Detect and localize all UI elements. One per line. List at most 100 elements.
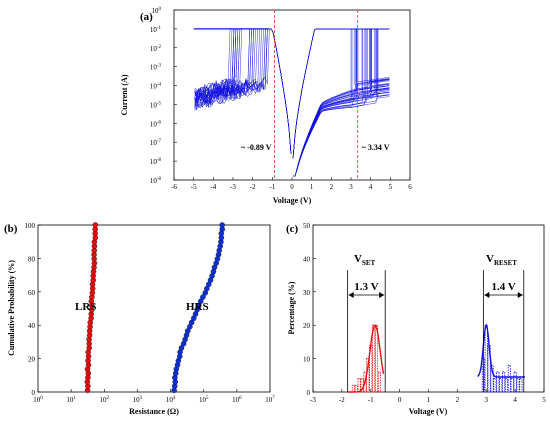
panel-a-xtick-label: -6 (171, 183, 177, 191)
panel-b-lrs-label: LRS (75, 301, 96, 313)
panel-a-curve (194, 28, 292, 155)
panel-c-ytick-label: 10 (303, 356, 311, 364)
panel-a-curve (293, 92, 390, 177)
panel-a-label: (a) (140, 11, 153, 23)
panel-c-vreset-label: VRESET (486, 253, 517, 267)
panel-b-xtick-label: 105 (199, 396, 209, 404)
panel-b-xtick-label: 104 (166, 396, 176, 404)
panel-a-xlabel: Voltage (V) (273, 196, 312, 205)
panel-c-fits (347, 323, 525, 393)
panel-c-ytick-label: 30 (303, 289, 311, 297)
panel-c-annotations: 1.3 V 1.4 V (347, 270, 525, 392)
panel-c-bar (513, 371, 517, 393)
panel-a-curve (293, 85, 390, 177)
panel-a-curve (293, 83, 390, 177)
panel-c-bar (519, 378, 523, 393)
panel-a-xtick-label: 6 (408, 183, 412, 191)
panel-b-xtick-label: 101 (66, 396, 76, 404)
panel-c-xtick-label: 5 (542, 396, 546, 404)
panel-b-hrs-label: HRS (186, 301, 209, 313)
panel-b-point (200, 294, 206, 300)
panel-c-width-label: 1.4 V (491, 281, 515, 293)
panel-c-bar (502, 371, 506, 393)
panel-b-ytick-label: 0 (32, 389, 36, 397)
panel-a-curve (293, 83, 390, 177)
panel-c-xtick-label: 1 (427, 396, 431, 404)
panel-c-bars (351, 324, 523, 393)
panel-b-xtick-label: 102 (100, 396, 110, 404)
panel-c-fit-curve (477, 323, 525, 378)
panel-a-curve (293, 85, 390, 177)
panel-c-label: (c) (286, 223, 299, 235)
panel-c-width-label: 1.3 V (354, 281, 378, 293)
panel-a-ytick-label: 10-8 (150, 158, 162, 166)
panel-b-ytick-label: 40 (28, 322, 36, 330)
panel-a-curve (293, 87, 390, 177)
panel-a-marker-label: ~ 3.34 V (362, 143, 390, 152)
panel-a-ylabel: Current (A) (120, 74, 129, 115)
panel-a-curve (293, 89, 390, 177)
panel-a-xtick-label: 2 (330, 183, 334, 191)
panel-b-xtick-label: 106 (232, 396, 242, 404)
panel-c-bar (377, 371, 381, 393)
panel-a-ytick-label: 10-7 (150, 139, 162, 147)
panel-a-curves (193, 28, 390, 177)
panel-c-bar (484, 324, 488, 393)
panel-a-curve (293, 80, 390, 177)
panel-a-xtick-label: 3 (349, 183, 353, 191)
panel-b-xlabel: Resistance (Ω) (129, 407, 179, 416)
panel-b-point (92, 222, 99, 228)
panel-b-xtick-label: 103 (133, 396, 143, 404)
panel-c-arrowhead-left (484, 292, 490, 298)
panel-a-curve (293, 79, 390, 177)
panel-a-curve (293, 83, 390, 177)
panel-a-ytick-label: 10-8 (150, 177, 162, 185)
panel-b-ytick-label: 80 (28, 255, 36, 263)
panel-c-ylabel: Percentage (%) (287, 281, 296, 334)
panel-c-bar (366, 358, 370, 393)
panel-a-xtick-label: -2 (250, 183, 256, 191)
panel-a-xtick-label: 1 (310, 183, 314, 191)
panel-c-arrowhead-right (379, 292, 385, 298)
panel-c-bar (490, 364, 494, 393)
panel-c-ytick-label: 50 (303, 222, 311, 230)
panel-a-xtick-label: -1 (269, 183, 275, 191)
panel-c-arrowhead-right (517, 292, 523, 298)
panel-c-arrowhead-left (348, 292, 354, 298)
panel-a-xtick-label: 0 (290, 183, 294, 191)
panel-a-ytick-label: 10-1 (150, 26, 162, 34)
panel-c-xtick-label: -2 (339, 396, 345, 404)
panel-a-marker-label: ~ -0.89 V (241, 143, 272, 152)
panel-a-ytick-label: 10-5 (150, 101, 162, 109)
panel-c-bar (374, 324, 379, 393)
panel-c-bar (357, 378, 361, 393)
panel-a-ytick-label: 100 (152, 7, 162, 15)
panel-c-xtick-label: 0 (398, 396, 402, 404)
panel-c-xtick-label: -3 (310, 396, 316, 404)
panel-c-bar (372, 324, 376, 393)
panel-c-xtick-label: 3 (485, 396, 489, 404)
panel-a-xtick-label: 5 (389, 183, 393, 191)
panel-c-bar (507, 364, 511, 393)
panel-a-curve (293, 91, 390, 177)
panel-c-xlabel: Voltage (V) (409, 407, 448, 416)
panel-c-xtick-label: 2 (456, 396, 460, 404)
panel-c-bar (504, 378, 509, 393)
panel-b-xtick-label: 107 (265, 396, 275, 404)
panel-a-curve (293, 78, 390, 177)
panel-a-xtick-label: -5 (191, 183, 197, 191)
panel-a-curve (293, 78, 390, 177)
panel-a-ytick-label: 10-6 (150, 120, 162, 128)
panel-a-ytick-label: 10-2 (150, 45, 162, 53)
panel-c-bar (354, 384, 358, 393)
panel-a-ticks: -6 -5 -4 -3 -2 -1 0 1 2 3 4 5 6 10-8 10-8 10-7 10-6 10-5 1… (150, 7, 412, 191)
panel-a: (a) -6 -5 -4 -3 -2 -1 0 1 2 3 4 5 6 10-8 10-8 10-7 10-6 1… (120, 7, 412, 205)
panel-a-xtick-label: -4 (210, 183, 216, 191)
panel-a-curve (293, 94, 390, 177)
panel-b-point (197, 298, 204, 305)
panel-a-curve (292, 28, 390, 159)
panel-b-ylabel: Cumulative Probability (%) (7, 260, 16, 356)
